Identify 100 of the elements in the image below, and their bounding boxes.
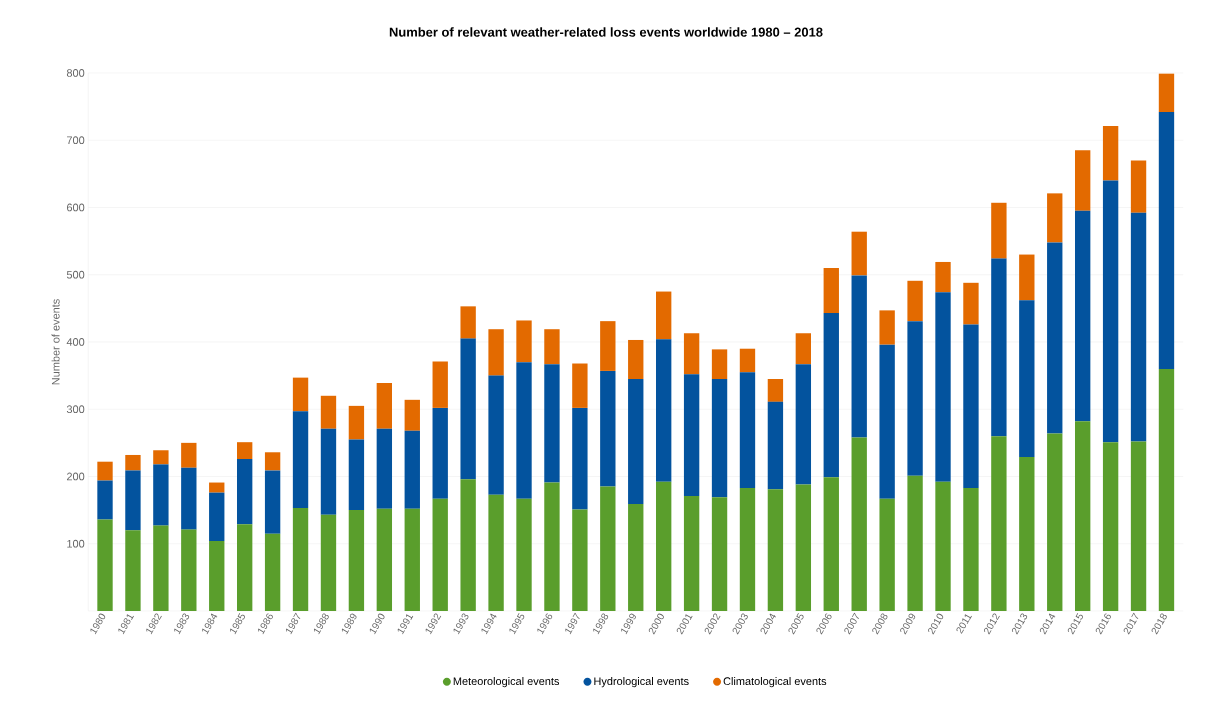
bar [292,508,309,611]
y-tick-label: 600 [67,203,85,212]
bar [320,428,337,515]
bar [460,306,476,339]
bar [963,324,979,488]
bar [991,202,1007,259]
bar [516,362,532,499]
bar [544,482,560,611]
bar [404,430,420,509]
bar [572,509,588,611]
bar [432,498,448,611]
bar [209,492,225,542]
bar [656,481,672,611]
bar [1130,212,1147,442]
bar [97,519,113,611]
bar [795,484,812,611]
bar [795,364,812,485]
bar [823,313,839,478]
bar [237,442,253,459]
bar [320,514,337,611]
bar [935,261,951,293]
bar [320,395,337,429]
bar [739,487,756,611]
bar [683,495,700,611]
bar [1102,126,1119,181]
y-tick-label: 100 [67,539,85,548]
bar [1047,242,1063,434]
bar [264,452,281,471]
bar [711,378,728,498]
bar [656,291,672,340]
bar [656,339,672,482]
bar [739,372,756,488]
bar [125,530,141,611]
bar [460,479,476,611]
bar [153,525,169,611]
bar [935,292,951,482]
y-tick-label: 500 [66,270,85,279]
bar [991,436,1007,611]
bar [348,405,365,440]
bar [628,339,644,379]
bar [1047,433,1063,611]
bar [907,321,923,476]
bar [376,428,393,509]
bar [600,321,616,371]
bar [600,370,616,487]
bar [516,498,532,611]
y-tick-label: 200 [66,472,85,481]
bar [376,383,393,429]
legend-label: Meteorological events [453,677,560,688]
bar [348,439,365,511]
bar [153,464,169,526]
legend-label: Hydrological events [594,677,689,688]
bar [1075,150,1091,211]
bar [404,508,420,611]
bar [153,450,169,465]
bar [1102,180,1119,443]
bar [237,459,253,525]
bar [572,407,588,510]
bar [879,310,895,345]
bar [907,280,923,322]
bar [544,329,560,365]
bar [460,338,476,480]
bar [97,461,113,481]
bar [1019,456,1035,611]
bar [795,333,812,365]
bar [292,377,309,412]
bar [1047,193,1063,243]
bar [376,508,393,611]
bar [851,437,867,611]
bar [907,475,923,611]
y-tick-label: 400 [66,338,85,346]
y-axis-title: Number of events [51,299,60,385]
bar [935,481,951,611]
bar [181,442,197,468]
bar [823,268,839,314]
y-tick-label: 300 [66,405,85,414]
bar [1019,254,1035,301]
bar [711,349,728,379]
bar [739,348,756,373]
bar [97,480,113,520]
bar [404,399,420,431]
bar [767,378,784,402]
bar [516,320,532,363]
bar [963,282,979,325]
chart-title: Number of relevant weather-related loss events worldwide 1980 – 2018 [389,27,823,37]
bar [1158,73,1175,112]
bar [711,497,728,611]
bar [683,374,700,496]
bar [767,489,784,611]
bar [125,470,141,531]
bar [432,407,448,499]
legend-label: Climatological events [723,677,827,688]
bar [1102,442,1119,611]
bar [628,378,644,505]
bar [572,363,588,408]
bar [488,329,504,376]
bar [823,477,839,611]
bar [628,504,644,611]
bar [181,467,197,530]
bar [209,541,225,611]
